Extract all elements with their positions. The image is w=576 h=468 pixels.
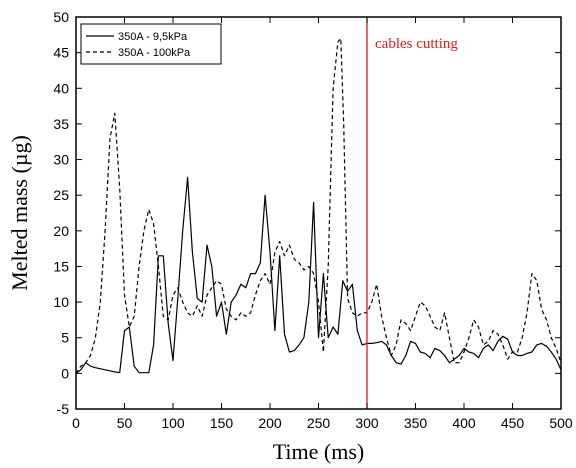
x-tick-label: 500	[549, 415, 573, 431]
y-tick-label: 15	[53, 258, 69, 274]
x-axis-title: Time (ms)	[273, 439, 364, 464]
legend-box	[80, 23, 222, 65]
x-tick-label: 50	[117, 415, 133, 431]
y-tick-label: 5	[61, 330, 69, 346]
x-tick-label: 0	[72, 415, 80, 431]
y-tick-label: 20	[53, 223, 69, 239]
legend-label-9-5kpa: 350A - 9,5kPa	[118, 31, 188, 43]
y-axis-title: Melted mass (µg)	[7, 135, 32, 291]
y-tick-label: 25	[53, 187, 69, 203]
cables-cutting-label: cables cutting	[375, 36, 458, 52]
legend: 350A - 9,5kPa 350A - 100kPa	[80, 23, 222, 65]
y-tick-label: 0	[61, 365, 69, 381]
x-tick-label: 450	[501, 415, 525, 431]
plot-frame	[75, 16, 562, 410]
series-line-100kpa	[75, 37, 562, 374]
legend-label-100kpa: 350A - 100kPa	[118, 47, 191, 59]
y-tick-label: 30	[53, 152, 69, 168]
x-tick-label: 300	[355, 415, 379, 431]
y-tick-label: -5	[57, 401, 70, 417]
x-tick-label: 250	[307, 415, 331, 431]
x-tick-label: 350	[404, 415, 428, 431]
series-line-9-5kpa	[75, 176, 562, 374]
y-tick-label: 40	[53, 80, 69, 96]
annotation-layer: cables cutting	[366, 17, 458, 409]
y-tick-label: 50	[53, 9, 69, 25]
series-layer	[75, 37, 562, 374]
y-tick-label: 35	[53, 116, 69, 132]
tick-layer: 0 50 100 150 200 250 300 350 400 450 500-505101520…	[53, 9, 572, 431]
y-tick-label: 10	[53, 294, 69, 310]
x-tick-label: 400	[452, 415, 476, 431]
plot-area: cables cutting 0 50 100 150 200 250 300 350 400 4…	[53, 9, 572, 431]
x-tick-label: 100	[161, 415, 185, 431]
y-tick-label: 45	[53, 45, 69, 61]
x-tick-label: 150	[210, 415, 234, 431]
x-tick-label: 200	[258, 415, 282, 431]
